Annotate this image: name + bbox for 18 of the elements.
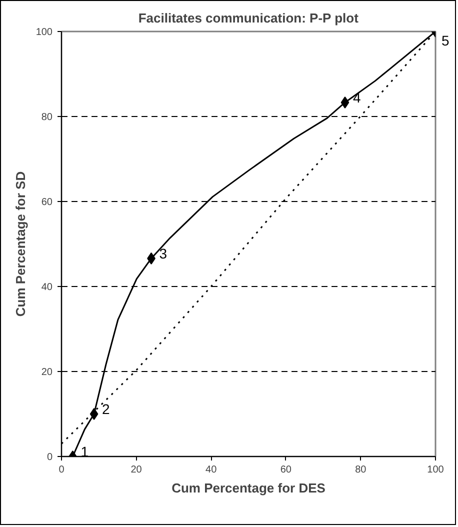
x-tick-label: 0 [58,464,65,476]
y-tick-label: 80 [41,112,53,123]
x-tick-label: 60 [280,464,292,476]
x-tick-label: 20 [130,464,142,476]
annotation: 3 [159,245,168,262]
y-tick-label: 40 [41,282,53,293]
y-tick-label: 0 [46,452,53,463]
x-tick-label: 80 [355,464,367,476]
y-tick-label: 60 [41,197,53,208]
x-tick-label: 40 [206,464,218,476]
annotation: 5 [442,32,450,48]
x-tick-label: 100 [427,464,444,476]
chart-title: Facilitates communication: P-P plot [138,10,360,26]
y-tick-label: 20 [41,367,53,378]
x-axis-title: Cum Percentage for DES [172,480,326,496]
annotation: 2 [102,401,110,417]
y-tick-label: 100 [36,27,53,38]
y-axis-title: Cum Percentage for SD [12,171,28,317]
